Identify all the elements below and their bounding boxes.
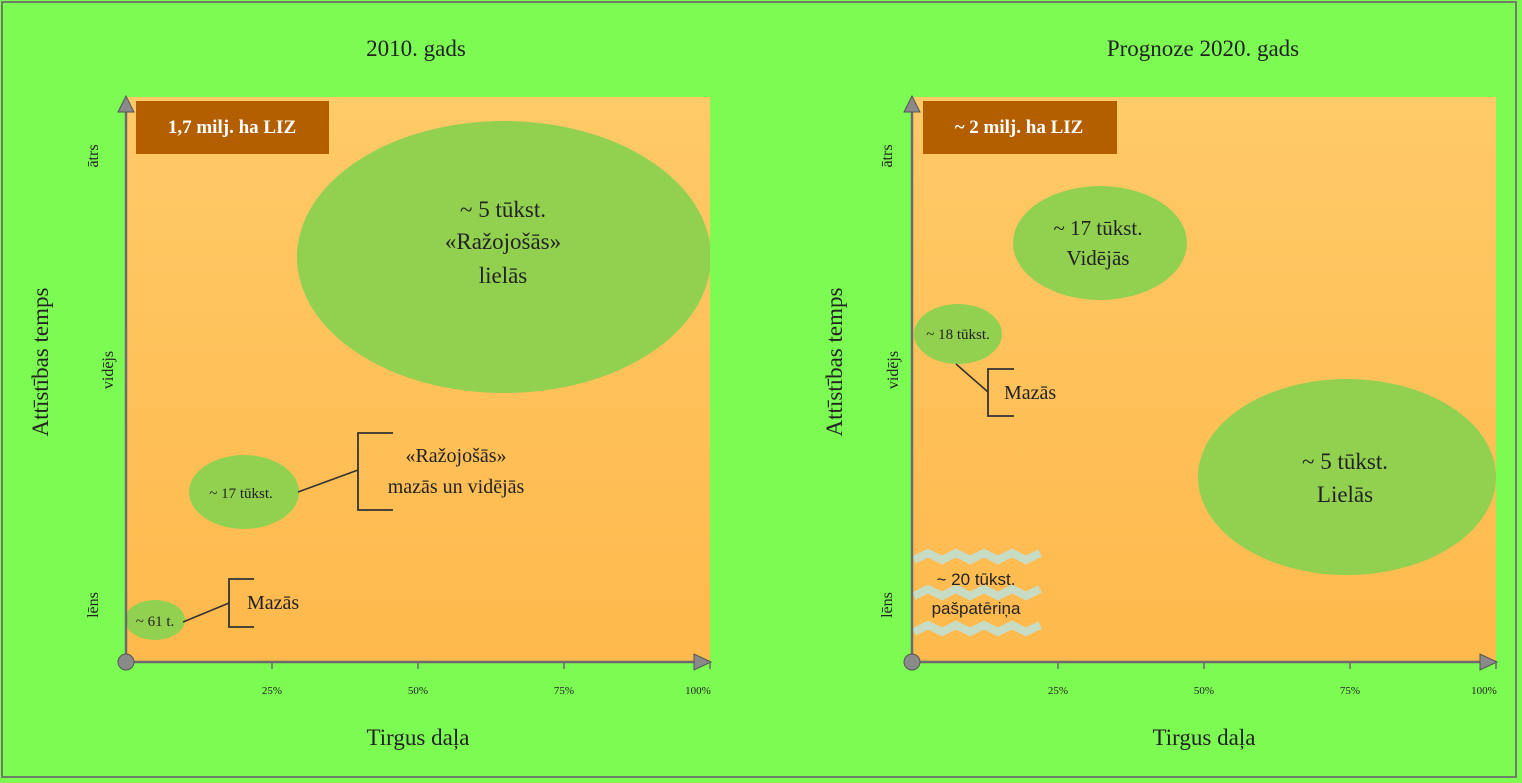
- callout-line: [297, 469, 359, 493]
- y-axis-arrow: [117, 94, 135, 113]
- x-tick-label: 100%: [1471, 685, 1497, 697]
- bubble-large-producers: [297, 121, 710, 393]
- y-level-label: ātrs: [85, 144, 102, 167]
- panel-title: 2010. gads: [366, 36, 466, 61]
- origin-dot: [117, 653, 135, 671]
- y-level-label: lēns: [879, 592, 896, 618]
- y-level-label: vidējs: [100, 351, 117, 389]
- panel-2020: Prognoze 2020. gads ~ 17 tūkst. Vidējās …: [822, 36, 1499, 751]
- bubble-label: ~ 18 tūkst.: [926, 327, 990, 343]
- bubble-large: [1198, 379, 1496, 575]
- y-axis-title: Attīstības temps: [822, 288, 847, 437]
- origin-dot: [903, 653, 921, 671]
- x-tick-label: 25%: [262, 685, 282, 697]
- y-axis-arrow: [903, 94, 921, 113]
- area-badge: [136, 101, 329, 154]
- x-axis-arrow: [693, 653, 713, 671]
- callout-line: [955, 363, 989, 393]
- wave-box: ~ 20 tūkst. pašpatēriņa: [912, 548, 1042, 637]
- wave-stripe: [912, 620, 1042, 637]
- x-axis-arrow: [1479, 653, 1499, 671]
- callout-label: Mazās: [1004, 382, 1056, 404]
- callout-label: Mazās: [247, 592, 299, 614]
- bubble-small: [914, 304, 1002, 364]
- bubble-label: ~ 17 tūkst.: [1054, 216, 1143, 240]
- bubble-label: ~ 5 tūkst.: [1302, 449, 1388, 474]
- bubble-small: [127, 600, 185, 640]
- bubble-label: lielās: [479, 263, 528, 288]
- x-tick-label: 50%: [408, 685, 428, 697]
- y-level-label: ātrs: [879, 144, 896, 167]
- bubble-small-medium-producers: [189, 455, 299, 529]
- bubble-medium: [1013, 186, 1187, 300]
- x-tick-label: 50%: [1194, 685, 1214, 697]
- bubble-label: ~ 5 tūkst.: [460, 197, 546, 222]
- wave-box-label: ~ 20 tūkst.: [937, 570, 1016, 589]
- y-level-label: vidējs: [885, 351, 902, 389]
- bubble-label: ~ 17 tūkst.: [209, 486, 273, 502]
- x-axis-title: Tirgus daļa: [1153, 725, 1256, 751]
- area-badge-text: 1,7 milj. ha LIZ: [168, 117, 296, 138]
- area-badge: [923, 101, 1117, 154]
- callout-bracket: [228, 578, 254, 628]
- x-tick-label: 75%: [554, 685, 574, 697]
- callout-bracket: [357, 432, 393, 511]
- bubble-label: ~ 61 t.: [136, 614, 175, 630]
- panel-2010: 2010. gads ~ 5 tūkst. «Ražojošās» lielās…: [28, 36, 713, 751]
- bubble-label: Vidējās: [1067, 246, 1130, 270]
- area-badge-text: ~ 2 milj. ha LIZ: [955, 117, 1084, 138]
- callout-label: mazās un vidējās: [388, 476, 525, 498]
- wave-stripe: [912, 584, 1042, 601]
- bubble-label: Lielās: [1317, 482, 1373, 507]
- callout-line: [182, 602, 230, 623]
- x-tick-label: 25%: [1048, 685, 1068, 697]
- panel-title: Prognoze 2020. gads: [1107, 36, 1299, 61]
- callout-bracket: [987, 368, 1014, 417]
- y-axis-title: Attīstības temps: [28, 288, 53, 437]
- y-level-label: lēns: [85, 592, 102, 618]
- x-tick-label: 75%: [1340, 685, 1360, 697]
- x-axis-title: Tirgus daļa: [367, 725, 470, 751]
- wave-box-label: pašpatēriņa: [932, 599, 1021, 618]
- bubble-label: «Ražojošās»: [445, 229, 561, 254]
- callout-label: «Ražojošās»: [405, 445, 506, 467]
- x-tick-label: 100%: [685, 685, 711, 697]
- wave-stripe: [912, 548, 1042, 565]
